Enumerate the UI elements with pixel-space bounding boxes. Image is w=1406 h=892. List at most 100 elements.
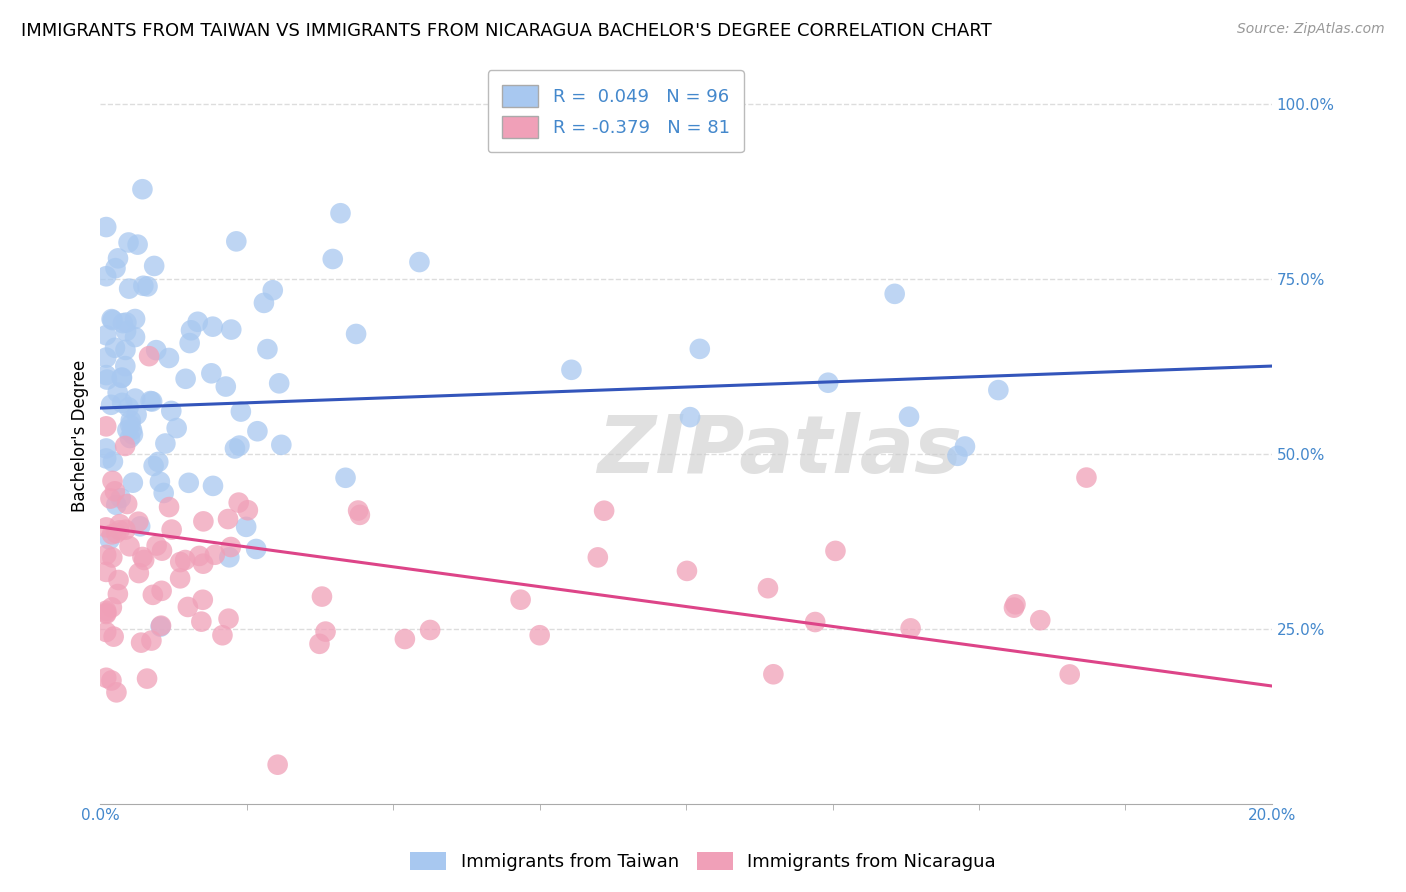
- Point: [157, 500, 180, 514]
- Point: [136, 672, 159, 686]
- Point: [762, 667, 785, 681]
- Point: [142, 458, 165, 473]
- Point: [128, 566, 150, 580]
- Point: [138, 349, 160, 363]
- Point: [96, 373, 118, 387]
- Point: [349, 508, 371, 522]
- Point: [679, 410, 702, 425]
- Text: Source: ZipAtlas.com: Source: ZipAtlas.com: [1237, 22, 1385, 37]
- Point: [224, 442, 246, 456]
- Point: [129, 519, 152, 533]
- Point: [174, 553, 197, 567]
- Point: [509, 592, 531, 607]
- Point: [114, 343, 136, 357]
- Point: [191, 592, 214, 607]
- Point: [114, 439, 136, 453]
- Point: [179, 336, 201, 351]
- Point: [160, 404, 183, 418]
- Point: [593, 504, 616, 518]
- Point: [229, 404, 252, 418]
- Point: [124, 312, 146, 326]
- Point: [134, 553, 156, 567]
- Point: [103, 630, 125, 644]
- Point: [101, 455, 124, 469]
- Point: [101, 600, 124, 615]
- Point: [108, 517, 131, 532]
- Point: [105, 526, 128, 541]
- Point: [322, 252, 344, 266]
- Point: [101, 527, 124, 541]
- Point: [143, 259, 166, 273]
- Point: [142, 588, 165, 602]
- Point: [111, 396, 134, 410]
- Point: [96, 671, 118, 685]
- Point: [114, 523, 136, 537]
- Point: [100, 491, 122, 506]
- Point: [193, 557, 215, 571]
- Point: [946, 449, 969, 463]
- Point: [1059, 667, 1081, 681]
- Point: [118, 282, 141, 296]
- Point: [114, 359, 136, 373]
- Text: ZIPatlas: ZIPatlas: [598, 412, 962, 490]
- Point: [676, 564, 699, 578]
- Point: [96, 269, 118, 284]
- Point: [335, 471, 357, 485]
- Point: [190, 615, 212, 629]
- Point: [150, 543, 173, 558]
- Point: [689, 342, 711, 356]
- Point: [211, 628, 233, 642]
- Point: [115, 497, 138, 511]
- Point: [329, 206, 352, 220]
- Point: [166, 421, 188, 435]
- Point: [96, 220, 118, 235]
- Point: [96, 604, 118, 618]
- Point: [1029, 613, 1052, 627]
- Point: [101, 550, 124, 565]
- Point: [408, 255, 430, 269]
- Point: [193, 515, 215, 529]
- Point: [529, 628, 551, 642]
- Point: [204, 548, 226, 562]
- Point: [987, 383, 1010, 397]
- Point: [155, 436, 177, 450]
- Point: [150, 583, 173, 598]
- Point: [100, 673, 122, 688]
- Point: [152, 486, 174, 500]
- Point: [236, 503, 259, 517]
- Point: [104, 261, 127, 276]
- Point: [235, 520, 257, 534]
- Point: [177, 599, 200, 614]
- Point: [111, 371, 134, 385]
- Point: [218, 550, 240, 565]
- Point: [201, 319, 224, 334]
- Point: [824, 544, 846, 558]
- Point: [225, 235, 247, 249]
- Point: [115, 316, 138, 330]
- Point: [141, 633, 163, 648]
- Point: [117, 235, 139, 250]
- Point: [1076, 470, 1098, 484]
- Point: [253, 296, 276, 310]
- Point: [108, 524, 131, 538]
- Point: [157, 351, 180, 365]
- Point: [145, 539, 167, 553]
- Point: [817, 376, 839, 390]
- Point: [141, 394, 163, 409]
- Point: [121, 475, 143, 490]
- Point: [96, 565, 118, 579]
- Point: [149, 619, 172, 633]
- Point: [150, 618, 173, 632]
- Point: [101, 474, 124, 488]
- Point: [105, 685, 128, 699]
- Point: [124, 330, 146, 344]
- Point: [132, 278, 155, 293]
- Point: [177, 475, 200, 490]
- Point: [100, 398, 122, 412]
- Point: [124, 392, 146, 406]
- Point: [129, 635, 152, 649]
- Point: [101, 313, 124, 327]
- Point: [117, 401, 139, 415]
- Point: [256, 342, 278, 356]
- Point: [96, 548, 118, 562]
